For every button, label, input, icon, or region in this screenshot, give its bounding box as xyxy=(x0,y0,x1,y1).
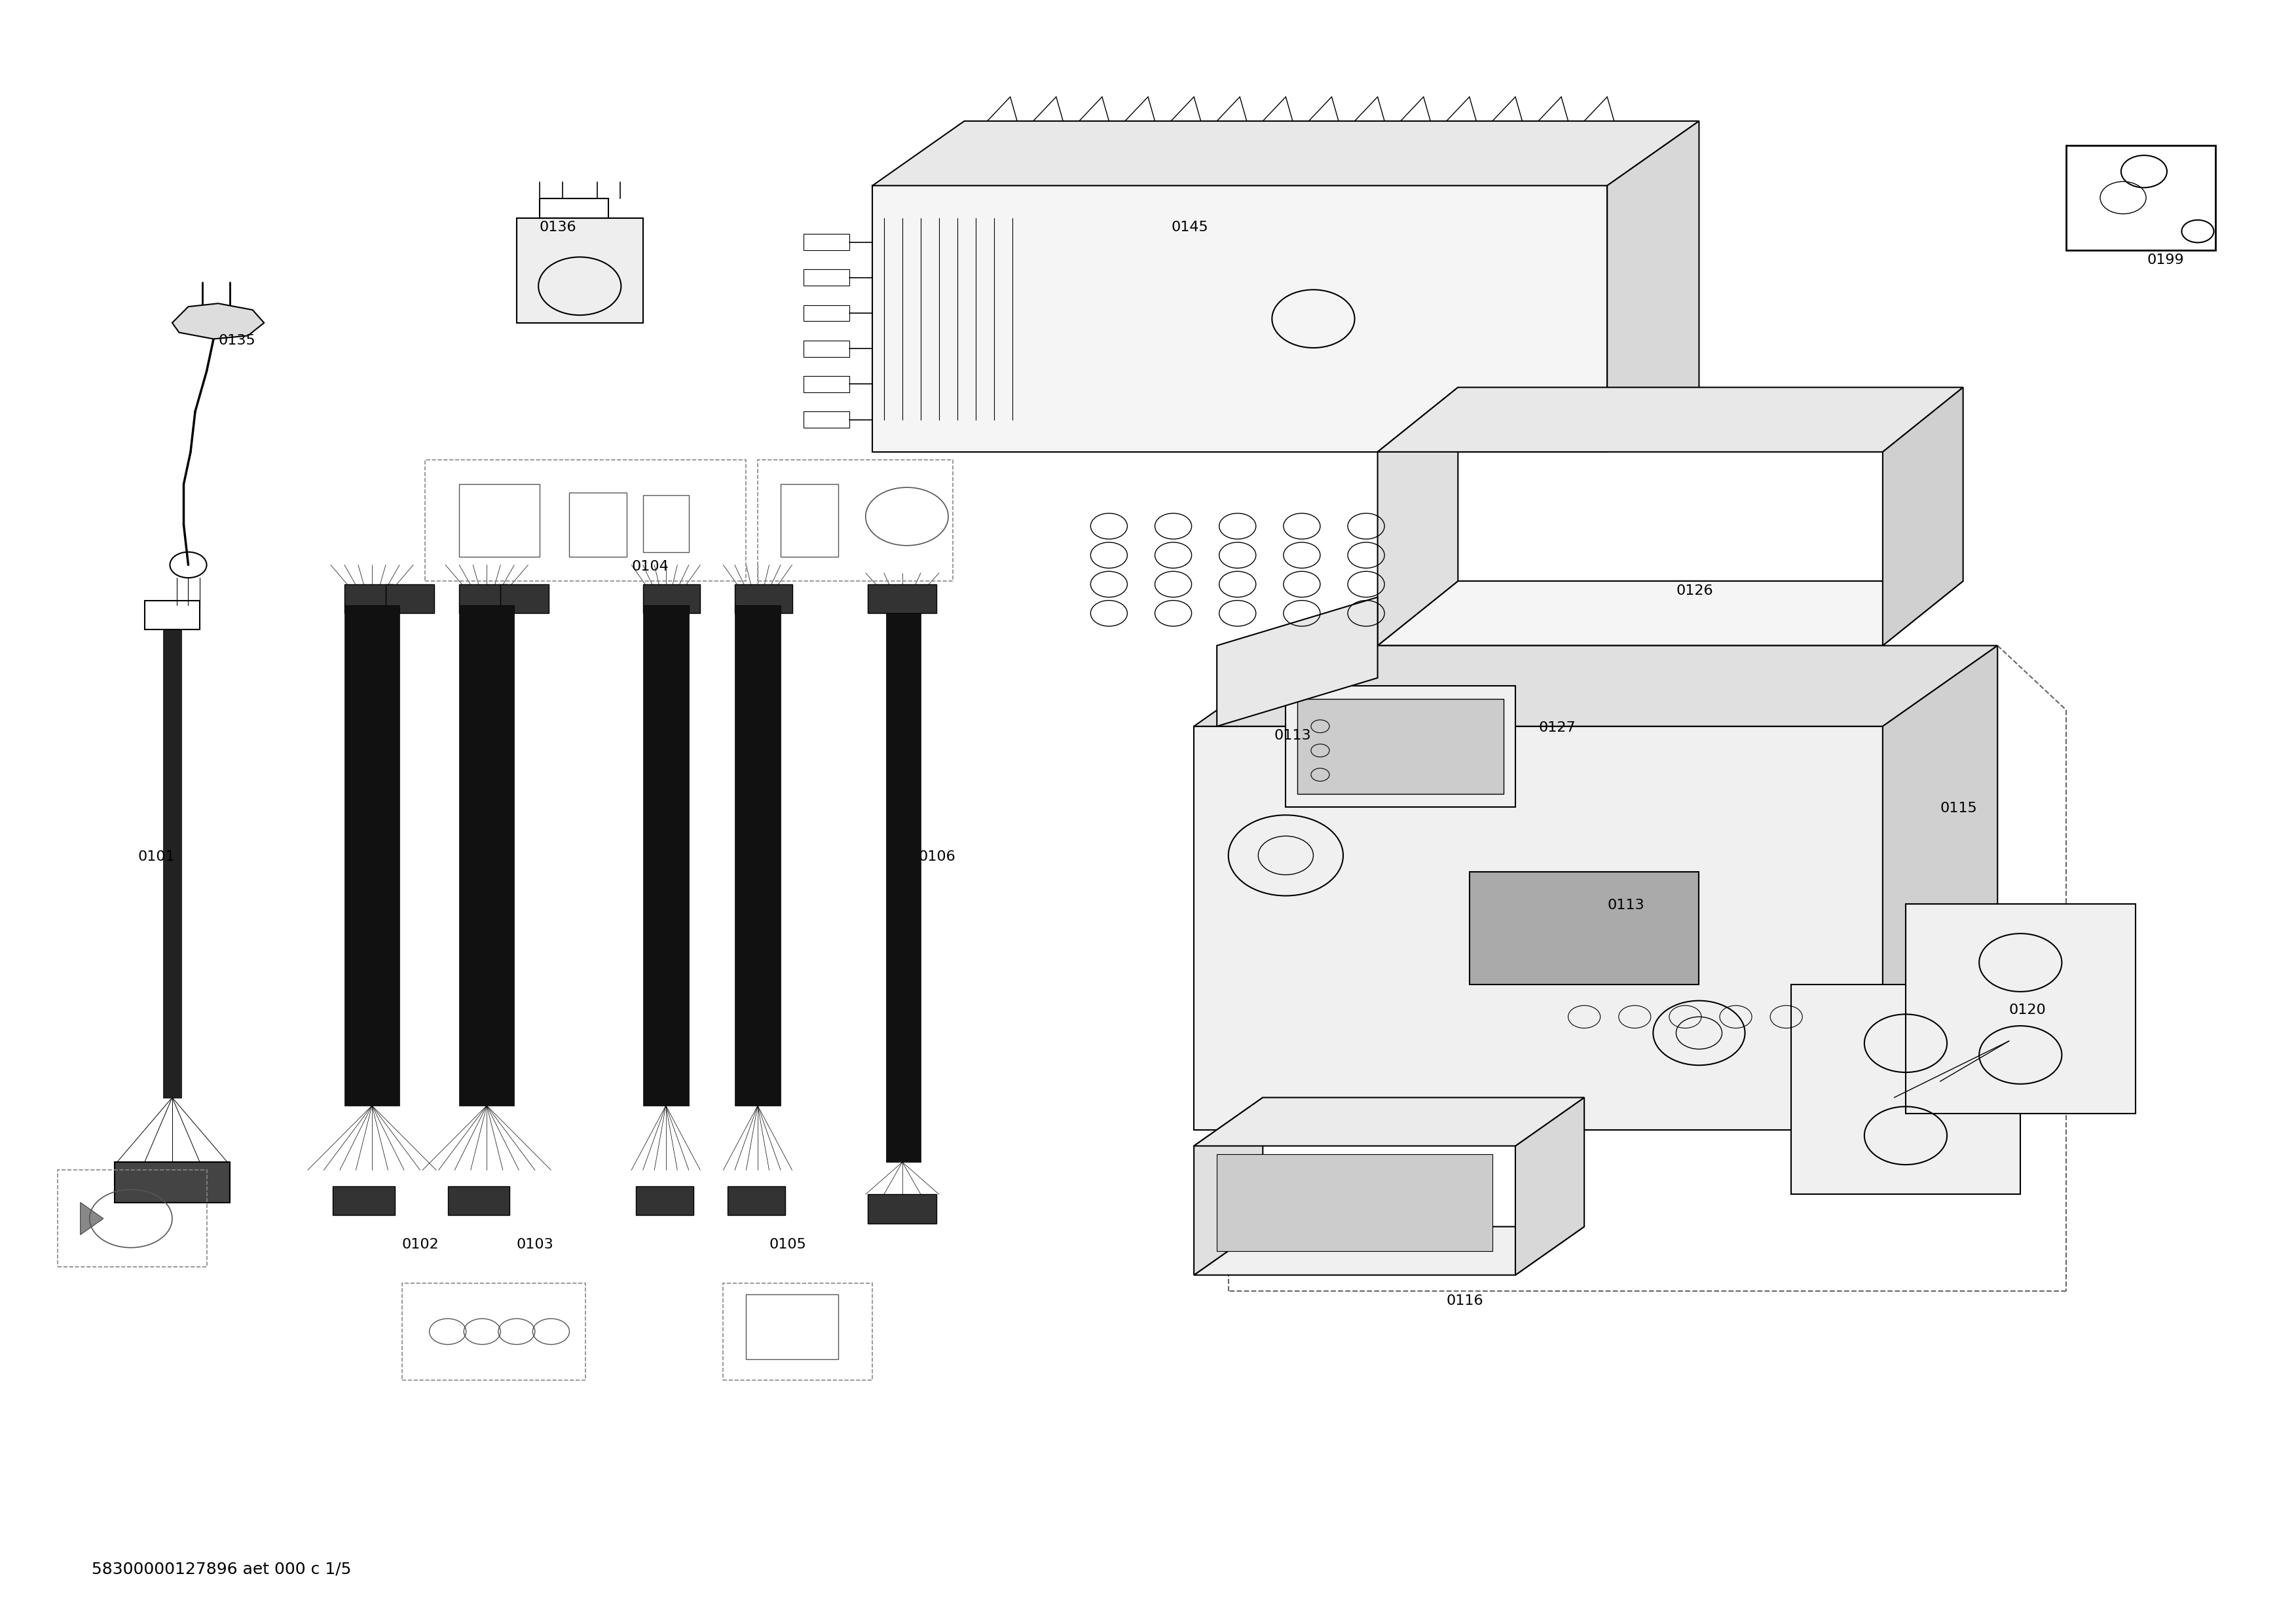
Polygon shape xyxy=(1883,387,1963,646)
Polygon shape xyxy=(80,1202,103,1235)
Polygon shape xyxy=(872,121,1699,186)
Polygon shape xyxy=(1378,387,1458,646)
Polygon shape xyxy=(1194,726,1883,1130)
Text: 0120: 0120 xyxy=(2009,1004,2046,1017)
Bar xyxy=(425,460,746,581)
Text: 0101: 0101 xyxy=(138,851,174,863)
Bar xyxy=(1217,1154,1492,1251)
Bar xyxy=(344,605,400,1106)
Bar xyxy=(781,484,838,557)
Text: 0135: 0135 xyxy=(218,334,255,347)
Bar xyxy=(636,1186,693,1215)
Text: 0103: 0103 xyxy=(517,1238,553,1251)
Bar xyxy=(868,1194,937,1223)
Bar xyxy=(728,1186,785,1215)
Text: 0105: 0105 xyxy=(769,1238,806,1251)
Bar xyxy=(804,234,850,250)
Polygon shape xyxy=(1607,121,1699,452)
Bar xyxy=(643,495,689,552)
Text: 0104: 0104 xyxy=(631,560,668,573)
Text: 58300000127896 aet 000 c 1/5: 58300000127896 aet 000 c 1/5 xyxy=(92,1561,351,1577)
Bar xyxy=(402,1283,585,1380)
Bar xyxy=(163,629,181,1098)
Text: 0199: 0199 xyxy=(2147,253,2183,266)
Bar xyxy=(540,199,608,218)
Bar xyxy=(1286,686,1515,807)
Bar xyxy=(459,584,507,613)
Bar xyxy=(344,584,393,613)
Polygon shape xyxy=(517,218,643,323)
Text: 0106: 0106 xyxy=(918,851,955,863)
Bar xyxy=(1297,699,1504,794)
Text: 0113: 0113 xyxy=(1274,730,1311,742)
Text: 0116: 0116 xyxy=(1446,1294,1483,1307)
Text: 0126: 0126 xyxy=(1676,584,1713,597)
Bar xyxy=(2066,145,2216,250)
Text: 0115: 0115 xyxy=(1940,802,1977,815)
Bar xyxy=(448,1186,510,1215)
Bar xyxy=(386,584,434,613)
Bar xyxy=(459,484,540,557)
Bar xyxy=(333,1186,395,1215)
Bar xyxy=(459,605,514,1106)
Text: 0145: 0145 xyxy=(1171,221,1208,234)
Bar xyxy=(145,600,200,629)
Polygon shape xyxy=(1217,597,1378,726)
Bar xyxy=(643,584,700,613)
Polygon shape xyxy=(1515,1098,1584,1275)
Bar xyxy=(804,341,850,357)
Bar xyxy=(804,376,850,392)
Text: 0102: 0102 xyxy=(402,1238,439,1251)
Bar xyxy=(804,412,850,428)
Polygon shape xyxy=(1883,646,1998,1130)
Bar xyxy=(804,305,850,321)
Polygon shape xyxy=(1194,1098,1584,1146)
Bar xyxy=(501,584,549,613)
Polygon shape xyxy=(1194,646,1998,726)
Polygon shape xyxy=(172,303,264,339)
Bar xyxy=(804,270,850,286)
Bar xyxy=(886,613,921,1162)
Bar xyxy=(735,605,781,1106)
Polygon shape xyxy=(1194,1227,1584,1275)
Bar xyxy=(758,460,953,581)
Bar xyxy=(115,1162,230,1202)
Polygon shape xyxy=(1194,1098,1263,1275)
Bar xyxy=(57,1170,207,1267)
Polygon shape xyxy=(1791,985,2020,1194)
Polygon shape xyxy=(1906,904,2135,1114)
Bar xyxy=(746,1294,838,1359)
Bar xyxy=(569,492,627,557)
Text: 0113: 0113 xyxy=(1607,899,1644,912)
Polygon shape xyxy=(872,186,1607,452)
Text: 0136: 0136 xyxy=(540,221,576,234)
Bar xyxy=(723,1283,872,1380)
Text: 0127: 0127 xyxy=(1538,721,1575,734)
Bar xyxy=(735,584,792,613)
Polygon shape xyxy=(1378,581,1963,646)
Polygon shape xyxy=(1378,387,1963,452)
Bar xyxy=(868,584,937,613)
Bar xyxy=(1469,872,1699,985)
Bar xyxy=(643,605,689,1106)
